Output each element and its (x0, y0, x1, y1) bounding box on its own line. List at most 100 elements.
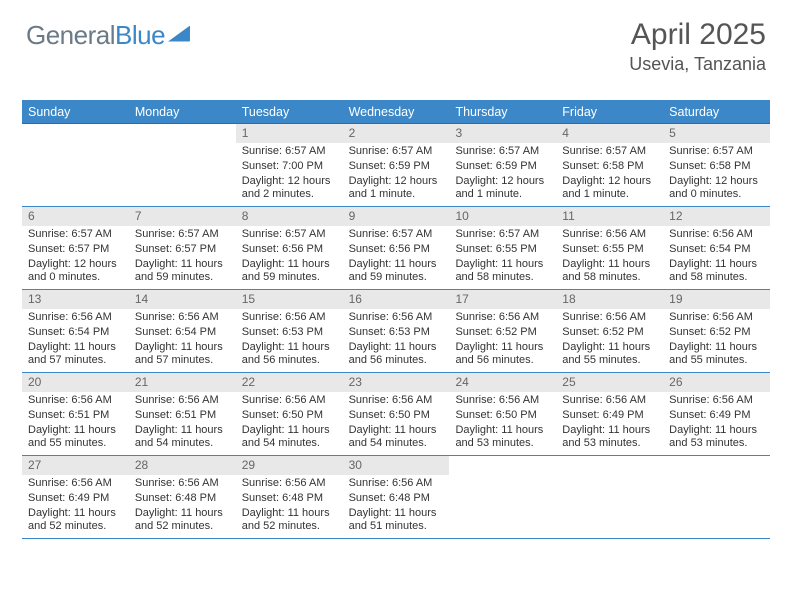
calendar-cell: 19Sunrise: 6:56 AMSunset: 6:52 PMDayligh… (663, 290, 770, 372)
sunrise-line: Sunrise: 6:56 AM (135, 311, 230, 325)
day-number: 16 (343, 290, 450, 309)
calendar-cell: 12Sunrise: 6:56 AMSunset: 6:54 PMDayligh… (663, 207, 770, 289)
daylight-line: Daylight: 11 hours and 56 minutes. (349, 341, 444, 369)
sunrise-line: Sunrise: 6:57 AM (455, 228, 550, 242)
sunrise-line: Sunrise: 6:57 AM (455, 145, 550, 159)
calendar-cell: 3Sunrise: 6:57 AMSunset: 6:59 PMDaylight… (449, 124, 556, 206)
calendar-cell: 29Sunrise: 6:56 AMSunset: 6:48 PMDayligh… (236, 456, 343, 538)
day-body: Sunrise: 6:56 AMSunset: 6:51 PMDaylight:… (129, 392, 236, 455)
calendar-cell: 9Sunrise: 6:57 AMSunset: 6:56 PMDaylight… (343, 207, 450, 289)
day-number: 23 (343, 373, 450, 392)
day-body: Sunrise: 6:57 AMSunset: 6:56 PMDaylight:… (236, 226, 343, 289)
daylight-line: Daylight: 11 hours and 54 minutes. (242, 424, 337, 452)
day-number: 5 (663, 124, 770, 143)
calendar-week: 6Sunrise: 6:57 AMSunset: 6:57 PMDaylight… (22, 207, 770, 290)
day-body: Sunrise: 6:56 AMSunset: 6:48 PMDaylight:… (343, 475, 450, 538)
sunrise-line: Sunrise: 6:57 AM (242, 145, 337, 159)
daylight-line: Daylight: 12 hours and 1 minute. (562, 175, 657, 203)
day-body: Sunrise: 6:56 AMSunset: 6:52 PMDaylight:… (556, 309, 663, 372)
sunrise-line: Sunrise: 6:56 AM (28, 477, 123, 491)
calendar-cell: 28Sunrise: 6:56 AMSunset: 6:48 PMDayligh… (129, 456, 236, 538)
daylight-line: Daylight: 11 hours and 59 minutes. (242, 258, 337, 286)
day-number: 9 (343, 207, 450, 226)
day-body: Sunrise: 6:56 AMSunset: 6:49 PMDaylight:… (556, 392, 663, 455)
daylight-line: Daylight: 11 hours and 53 minutes. (669, 424, 764, 452)
sunrise-line: Sunrise: 6:56 AM (562, 394, 657, 408)
calendar-week: 20Sunrise: 6:56 AMSunset: 6:51 PMDayligh… (22, 373, 770, 456)
day-number: 8 (236, 207, 343, 226)
day-body: Sunrise: 6:56 AMSunset: 6:52 PMDaylight:… (449, 309, 556, 372)
day-body: Sunrise: 6:57 AMSunset: 6:57 PMDaylight:… (129, 226, 236, 289)
calendar-cell: 17Sunrise: 6:56 AMSunset: 6:52 PMDayligh… (449, 290, 556, 372)
daylight-line: Daylight: 11 hours and 58 minutes. (455, 258, 550, 286)
day-body: Sunrise: 6:56 AMSunset: 6:53 PMDaylight:… (343, 309, 450, 372)
calendar-week: 13Sunrise: 6:56 AMSunset: 6:54 PMDayligh… (22, 290, 770, 373)
day-number: 15 (236, 290, 343, 309)
day-body: Sunrise: 6:56 AMSunset: 6:54 PMDaylight:… (22, 309, 129, 372)
calendar-cell: 2Sunrise: 6:57 AMSunset: 6:59 PMDaylight… (343, 124, 450, 206)
day-body: Sunrise: 6:56 AMSunset: 6:54 PMDaylight:… (663, 226, 770, 289)
sunset-line: Sunset: 6:55 PM (562, 243, 657, 257)
sunrise-line: Sunrise: 6:56 AM (455, 311, 550, 325)
day-number: 4 (556, 124, 663, 143)
calendar-week: 27Sunrise: 6:56 AMSunset: 6:49 PMDayligh… (22, 456, 770, 539)
daylight-line: Daylight: 11 hours and 57 minutes. (135, 341, 230, 369)
logo-part1: General (26, 20, 115, 50)
day-number: 20 (22, 373, 129, 392)
calendar-cell-empty (22, 124, 129, 206)
calendar-cell: 18Sunrise: 6:56 AMSunset: 6:52 PMDayligh… (556, 290, 663, 372)
calendar-cell: 1Sunrise: 6:57 AMSunset: 7:00 PMDaylight… (236, 124, 343, 206)
day-number: 30 (343, 456, 450, 475)
day-body: Sunrise: 6:56 AMSunset: 6:50 PMDaylight:… (449, 392, 556, 455)
daylight-line: Daylight: 12 hours and 0 minutes. (28, 258, 123, 286)
sunset-line: Sunset: 6:48 PM (349, 492, 444, 506)
daylight-line: Daylight: 12 hours and 1 minute. (455, 175, 550, 203)
day-body: Sunrise: 6:57 AMSunset: 6:57 PMDaylight:… (22, 226, 129, 289)
sunrise-line: Sunrise: 6:56 AM (669, 228, 764, 242)
sunrise-line: Sunrise: 6:56 AM (28, 311, 123, 325)
sunset-line: Sunset: 6:51 PM (135, 409, 230, 423)
sunset-line: Sunset: 6:49 PM (562, 409, 657, 423)
day-body: Sunrise: 6:56 AMSunset: 6:54 PMDaylight:… (129, 309, 236, 372)
sunrise-line: Sunrise: 6:57 AM (242, 228, 337, 242)
daylight-line: Daylight: 11 hours and 52 minutes. (242, 507, 337, 535)
sunrise-line: Sunrise: 6:56 AM (669, 394, 764, 408)
sunset-line: Sunset: 6:54 PM (669, 243, 764, 257)
sunrise-line: Sunrise: 6:56 AM (669, 311, 764, 325)
day-body: Sunrise: 6:57 AMSunset: 6:55 PMDaylight:… (449, 226, 556, 289)
logo: GeneralBlue (26, 20, 190, 51)
daylight-line: Daylight: 11 hours and 58 minutes. (562, 258, 657, 286)
sunrise-line: Sunrise: 6:56 AM (135, 477, 230, 491)
weekday-wednesday: Wednesday (343, 100, 450, 123)
day-number: 13 (22, 290, 129, 309)
daylight-line: Daylight: 11 hours and 59 minutes. (349, 258, 444, 286)
sunrise-line: Sunrise: 6:57 AM (349, 228, 444, 242)
sunset-line: Sunset: 6:59 PM (455, 160, 550, 174)
daylight-line: Daylight: 11 hours and 57 minutes. (28, 341, 123, 369)
sunset-line: Sunset: 6:50 PM (349, 409, 444, 423)
calendar-cell: 14Sunrise: 6:56 AMSunset: 6:54 PMDayligh… (129, 290, 236, 372)
day-body: Sunrise: 6:57 AMSunset: 6:58 PMDaylight:… (556, 143, 663, 206)
sunrise-line: Sunrise: 6:56 AM (349, 311, 444, 325)
sunrise-line: Sunrise: 6:57 AM (349, 145, 444, 159)
calendar-cell-empty (663, 456, 770, 538)
daylight-line: Daylight: 11 hours and 53 minutes. (562, 424, 657, 452)
daylight-line: Daylight: 11 hours and 58 minutes. (669, 258, 764, 286)
calendar-cell: 16Sunrise: 6:56 AMSunset: 6:53 PMDayligh… (343, 290, 450, 372)
calendar-cell-empty (556, 456, 663, 538)
sunrise-line: Sunrise: 6:57 AM (28, 228, 123, 242)
calendar-week: 1Sunrise: 6:57 AMSunset: 7:00 PMDaylight… (22, 124, 770, 207)
day-body: Sunrise: 6:56 AMSunset: 6:50 PMDaylight:… (236, 392, 343, 455)
daylight-line: Daylight: 11 hours and 59 minutes. (135, 258, 230, 286)
sunset-line: Sunset: 6:53 PM (349, 326, 444, 340)
day-number: 12 (663, 207, 770, 226)
sunrise-line: Sunrise: 6:56 AM (242, 477, 337, 491)
daylight-line: Daylight: 11 hours and 51 minutes. (349, 507, 444, 535)
calendar-cell: 30Sunrise: 6:56 AMSunset: 6:48 PMDayligh… (343, 456, 450, 538)
sunrise-line: Sunrise: 6:56 AM (28, 394, 123, 408)
calendar-cell: 10Sunrise: 6:57 AMSunset: 6:55 PMDayligh… (449, 207, 556, 289)
daylight-line: Daylight: 11 hours and 55 minutes. (562, 341, 657, 369)
calendar-cell-empty (449, 456, 556, 538)
day-number: 26 (663, 373, 770, 392)
day-body: Sunrise: 6:57 AMSunset: 6:58 PMDaylight:… (663, 143, 770, 206)
